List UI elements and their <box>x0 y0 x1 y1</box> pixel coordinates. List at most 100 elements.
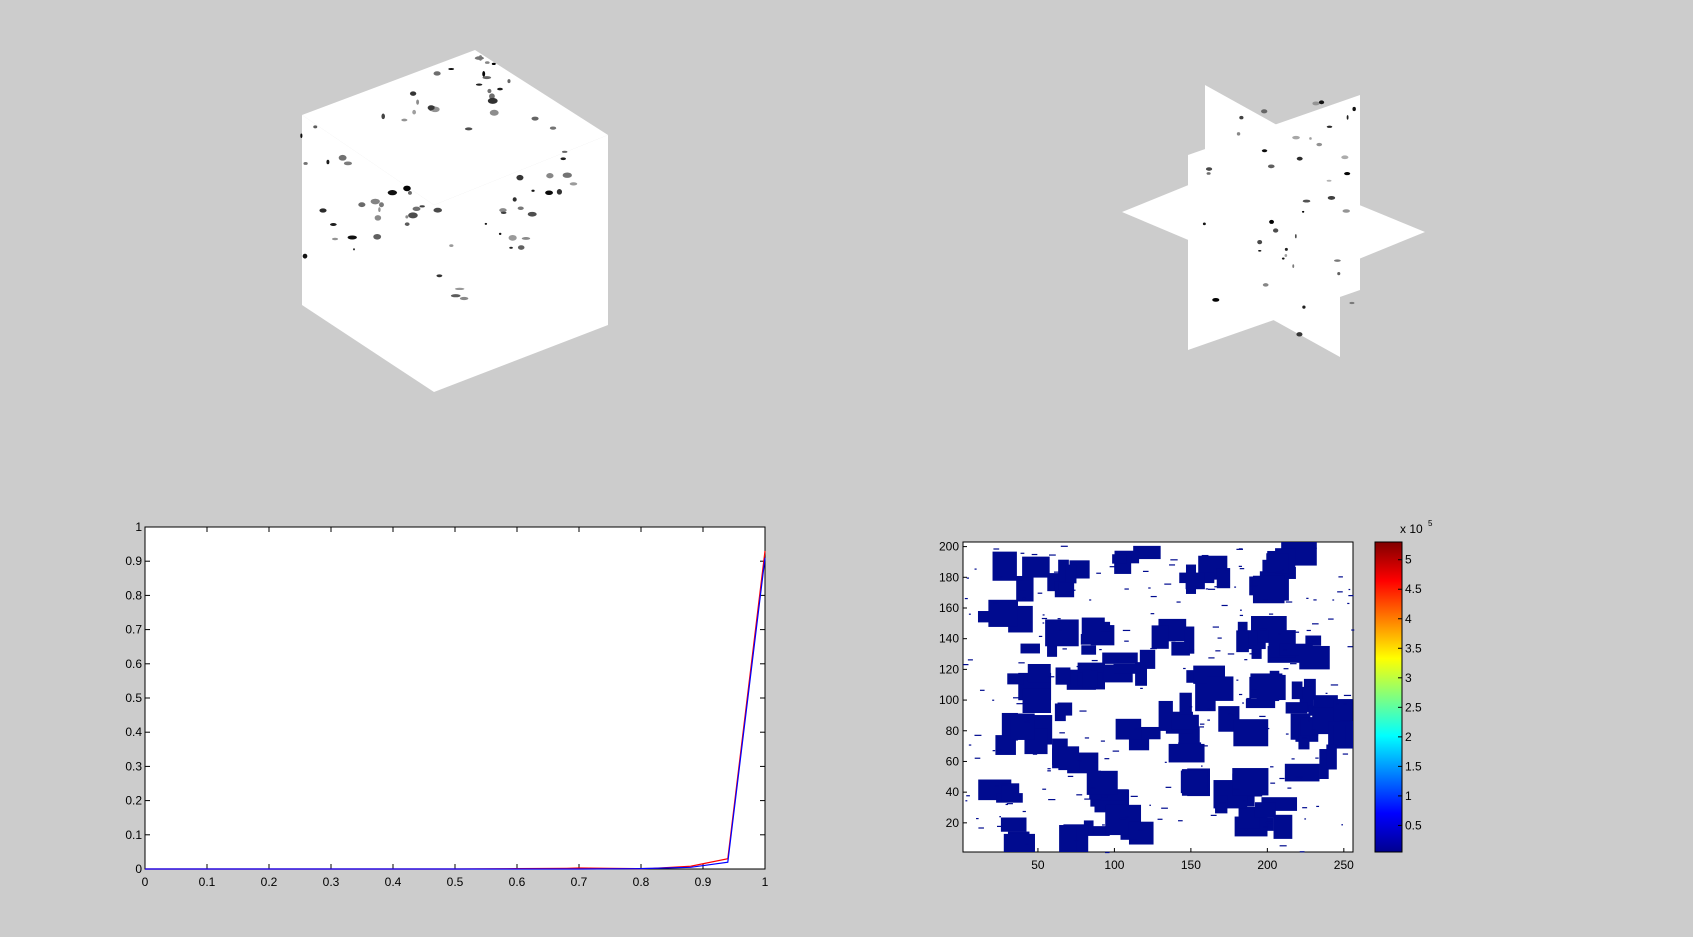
voxel-speck <box>448 67 455 71</box>
heatmap-cell <box>1150 595 1157 598</box>
voxel-speck <box>1346 115 1349 120</box>
voxel-speck <box>454 287 465 291</box>
voxel-speck <box>1316 142 1323 147</box>
voxel-speck <box>1327 195 1336 200</box>
heatmap-cell <box>1077 760 1082 762</box>
heatmap-cell <box>1265 821 1274 824</box>
x-tick-label: 1 <box>762 875 769 889</box>
voxel-speck <box>556 189 563 195</box>
heatmap-cell <box>1022 688 1051 714</box>
line-chart: 0 0.1 0.2 0.3 0.4 0.5 0.6 0.7 0.8 0.9 1 0 0.1 0.2 0.3… <box>125 520 768 889</box>
heatmap-cell <box>1266 553 1289 571</box>
voxel-speck <box>1292 264 1295 268</box>
heatmap-cell <box>1065 564 1077 584</box>
heatmap-cell <box>1100 740 1105 742</box>
heatmap-cell <box>966 577 969 579</box>
heatmap-cell <box>1041 617 1048 620</box>
heatmap-cell <box>1027 663 1051 683</box>
heatmap-cell <box>1257 601 1260 603</box>
heatmap-cell <box>1047 676 1055 678</box>
heatmap-cell <box>1232 768 1269 796</box>
heatmap-cell <box>1333 724 1346 746</box>
heatmap-cell <box>1074 840 1079 842</box>
colorbar-tick-label: 4 <box>1405 612 1412 626</box>
cube-voxel-specks <box>300 54 578 301</box>
heatmap-cell <box>1172 619 1179 621</box>
heatmap-cell <box>1022 597 1026 600</box>
heatmap-cell <box>1291 758 1295 760</box>
heatmap-cell <box>1026 703 1030 705</box>
heatmap-cell <box>1263 599 1268 601</box>
heatmap-cell <box>1091 659 1098 662</box>
heatmap-cell <box>1283 649 1287 651</box>
heatmap-cell <box>1151 625 1169 649</box>
heatmap-cell <box>1208 657 1215 659</box>
heatmap-cell <box>1299 645 1330 670</box>
heatmap-cell <box>1057 618 1061 620</box>
heatmap-cell <box>1104 794 1110 796</box>
heatmap-cell <box>1309 717 1315 719</box>
heatmap-cell <box>1065 591 1071 593</box>
heatmap-cell <box>1171 641 1176 643</box>
heatmap-cell <box>1219 802 1226 804</box>
heatmap-cell <box>1176 601 1181 603</box>
heatmap-cell <box>1016 575 1034 602</box>
heatmap-cell <box>1059 732 1065 734</box>
heatmap-cell <box>1242 702 1244 704</box>
voxel-speck <box>1349 301 1355 305</box>
voxel-speck <box>433 207 442 213</box>
heatmap-cell <box>1042 788 1047 790</box>
heatmap-cell <box>1328 618 1334 620</box>
heatmap-cell <box>1138 829 1144 831</box>
heatmap-cell <box>1076 825 1089 852</box>
heatmap-cell <box>1099 648 1102 651</box>
colorbar-tick-label: 2.5 <box>1405 700 1422 714</box>
heatmap-cell <box>1124 588 1129 590</box>
heatmap-cell <box>993 548 1000 550</box>
heatmap-cell <box>1100 621 1111 632</box>
y-tick-label: 0.8 <box>125 588 142 602</box>
voxel-speck <box>1296 156 1303 161</box>
voxel-speck <box>379 202 384 208</box>
voxel-speck <box>497 87 503 91</box>
heatmap-cell <box>1047 768 1051 770</box>
heatmap-cell <box>1147 555 1151 557</box>
heatmap-cell <box>976 817 979 820</box>
x-tick-label: 0.2 <box>261 875 278 889</box>
colorbar-gradient <box>1374 541 1403 853</box>
voxel-speck <box>1326 125 1333 128</box>
heatmap-cell <box>1233 719 1269 747</box>
voxel-speck <box>1262 283 1269 287</box>
heatmap-cell <box>1231 714 1235 716</box>
voxel-speck <box>1261 109 1268 114</box>
voxel-speck <box>450 294 461 298</box>
heatmap-cell <box>1053 571 1060 573</box>
colorbar-tick-label: 2 <box>1405 730 1412 744</box>
voxel-speck <box>546 173 554 179</box>
heatmap-cell <box>1265 727 1270 730</box>
heatmap-cell <box>1115 718 1142 740</box>
heatmap-cell <box>1031 553 1038 556</box>
voxel-speck <box>487 88 492 94</box>
heatmap-cell <box>1311 729 1316 731</box>
heatmap-cell <box>1313 547 1317 549</box>
heatmap-cell <box>1259 628 1267 631</box>
heatmap-cell <box>1005 803 1008 806</box>
colorbar-tick-label: 0.5 <box>1405 818 1422 832</box>
heatmap-cell <box>1148 587 1151 589</box>
heatmap-cell <box>1243 800 1246 802</box>
heatmap-cell <box>1244 828 1248 831</box>
heatmap-cell <box>1201 745 1208 747</box>
heatmap-cell <box>1263 826 1269 828</box>
heatmap-cell <box>1306 597 1309 599</box>
voxel-speck <box>508 234 517 241</box>
voxel-speck <box>326 159 330 165</box>
heatmap-cell <box>1246 630 1258 646</box>
heatmap-cell <box>1285 733 1289 735</box>
heatmap-cell <box>1048 798 1056 801</box>
heatmap-cell <box>1189 706 1193 708</box>
heatmap-cell <box>978 827 984 829</box>
colorbar-tick-label: 1.5 <box>1405 759 1422 773</box>
heatmap-cell <box>1059 629 1063 631</box>
heatmap-cell <box>1165 786 1172 788</box>
